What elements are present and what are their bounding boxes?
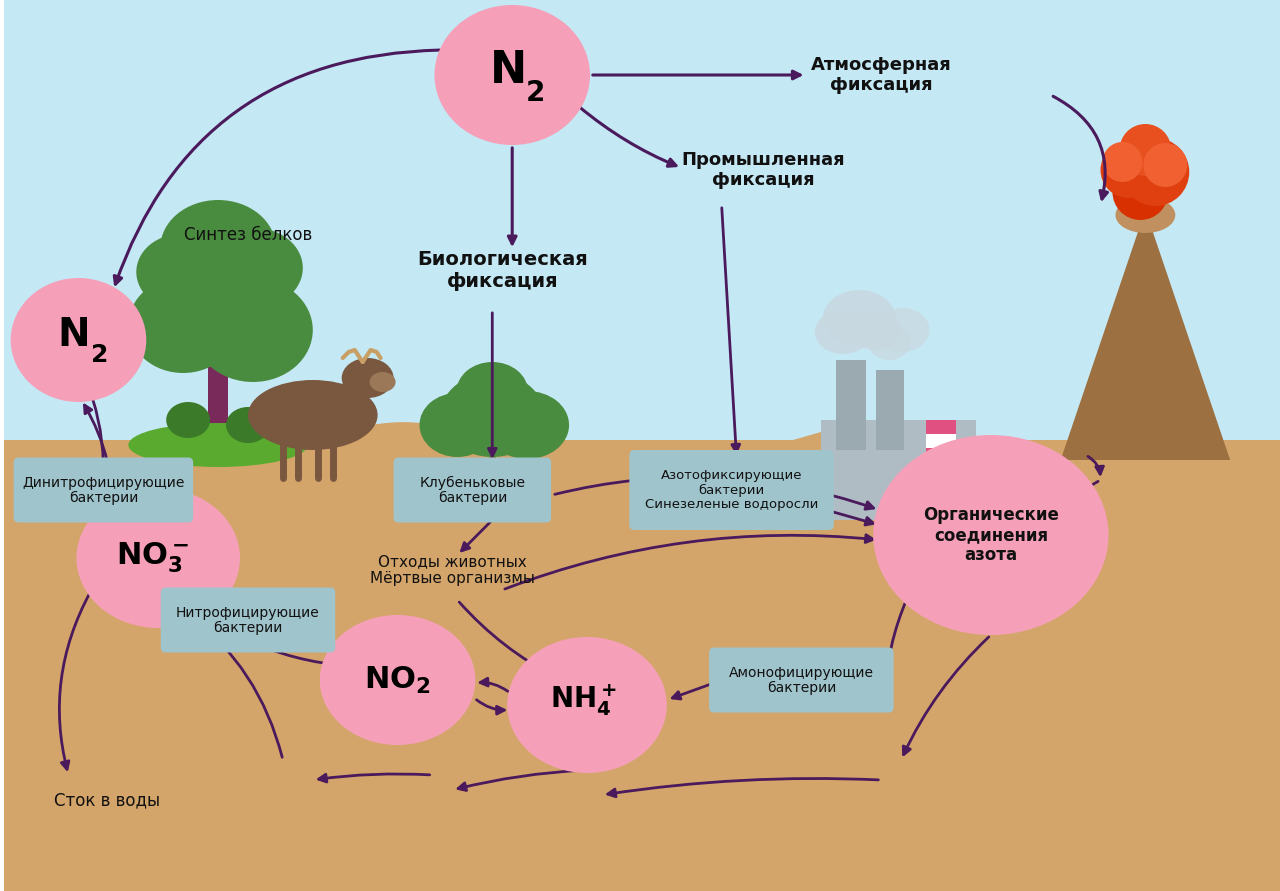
Ellipse shape: [849, 310, 901, 350]
Text: $\mathbf{NO_3^-}$: $\mathbf{NO_3^-}$: [116, 541, 189, 576]
Text: бактерии: бактерии: [699, 484, 764, 496]
Ellipse shape: [207, 228, 303, 308]
Ellipse shape: [128, 277, 238, 373]
Ellipse shape: [823, 290, 896, 346]
Text: Отходы животных
Мёртвые организмы: Отходы животных Мёртвые организмы: [370, 554, 535, 586]
Bar: [925, 476, 956, 490]
FancyBboxPatch shape: [393, 457, 552, 522]
Ellipse shape: [248, 380, 378, 450]
FancyBboxPatch shape: [709, 648, 893, 713]
Ellipse shape: [1101, 142, 1156, 198]
Bar: [925, 420, 956, 434]
Ellipse shape: [815, 310, 872, 354]
Ellipse shape: [440, 373, 544, 457]
Polygon shape: [1061, 210, 1230, 460]
Ellipse shape: [342, 358, 393, 398]
Text: Амонофицирующие: Амонофицирующие: [728, 666, 874, 680]
Bar: [836, 360, 867, 450]
Ellipse shape: [1120, 124, 1171, 176]
Text: $\mathbf{NH_4^+}$: $\mathbf{NH_4^+}$: [549, 683, 617, 718]
Ellipse shape: [868, 324, 910, 360]
Bar: [925, 462, 956, 476]
Text: Биологическая
фиксация: Биологическая фиксация: [417, 249, 588, 290]
Ellipse shape: [457, 362, 529, 422]
Text: $\mathbf{2}$: $\mathbf{2}$: [90, 343, 108, 367]
Ellipse shape: [1102, 142, 1142, 182]
Text: $\mathbf{NO_2}$: $\mathbf{NO_2}$: [364, 665, 431, 696]
Ellipse shape: [485, 391, 570, 459]
Text: $\mathbf{2}$: $\mathbf{2}$: [525, 79, 544, 107]
Ellipse shape: [227, 407, 270, 443]
FancyBboxPatch shape: [14, 457, 193, 522]
Ellipse shape: [420, 393, 495, 457]
Bar: [925, 448, 956, 462]
Text: $\mathbf{N}$: $\mathbf{N}$: [58, 316, 88, 354]
Ellipse shape: [1115, 197, 1175, 233]
Ellipse shape: [507, 637, 667, 773]
Bar: [877, 370, 904, 450]
Text: Атмосферная
фиксация: Атмосферная фиксация: [812, 55, 952, 94]
Bar: [4, 0, 1280, 500]
Text: Нитрофицирующие: Нитрофицирующие: [177, 606, 320, 619]
Ellipse shape: [166, 402, 210, 438]
Text: бактерии: бактерии: [767, 681, 836, 695]
Ellipse shape: [10, 278, 146, 402]
Ellipse shape: [143, 228, 293, 352]
Ellipse shape: [128, 423, 307, 467]
Ellipse shape: [877, 308, 929, 352]
Bar: [925, 504, 956, 518]
Ellipse shape: [434, 5, 590, 145]
Text: Клубеньковые: Клубеньковые: [420, 476, 525, 489]
Bar: [4, 440, 1280, 891]
Bar: [925, 434, 956, 448]
Bar: [822, 420, 975, 520]
Text: Синезеленые водоросли: Синезеленые водоросли: [645, 498, 818, 511]
Ellipse shape: [77, 488, 241, 628]
Text: Динитрофицирующие: Динитрофицирующие: [22, 476, 184, 489]
Ellipse shape: [1121, 138, 1189, 206]
Text: Азотофиксирующие: Азотофиксирующие: [660, 470, 803, 482]
Ellipse shape: [1112, 164, 1169, 220]
Text: азота: азота: [964, 546, 1018, 564]
Text: Промышленная
фиксация: Промышленная фиксация: [682, 151, 845, 190]
Ellipse shape: [873, 435, 1108, 635]
Bar: [351, 385, 369, 420]
Ellipse shape: [193, 278, 312, 382]
Text: бактерии: бактерии: [438, 490, 507, 504]
Text: бактерии: бактерии: [214, 620, 283, 634]
FancyBboxPatch shape: [630, 450, 833, 530]
Ellipse shape: [160, 200, 276, 296]
Ellipse shape: [370, 372, 396, 392]
Text: $\mathbf{N}$: $\mathbf{N}$: [489, 48, 524, 92]
Bar: [209, 230, 228, 430]
Text: Синтез белков: Синтез белков: [184, 226, 312, 244]
FancyBboxPatch shape: [161, 587, 335, 652]
Ellipse shape: [1143, 143, 1188, 187]
Bar: [925, 518, 956, 532]
Text: соединения: соединения: [934, 526, 1048, 544]
Bar: [925, 490, 956, 504]
Ellipse shape: [136, 234, 227, 310]
Text: Органические: Органические: [923, 506, 1059, 524]
Text: бактерии: бактерии: [69, 490, 138, 504]
Ellipse shape: [320, 615, 475, 745]
Text: Сток в воды: Сток в воды: [54, 791, 160, 809]
